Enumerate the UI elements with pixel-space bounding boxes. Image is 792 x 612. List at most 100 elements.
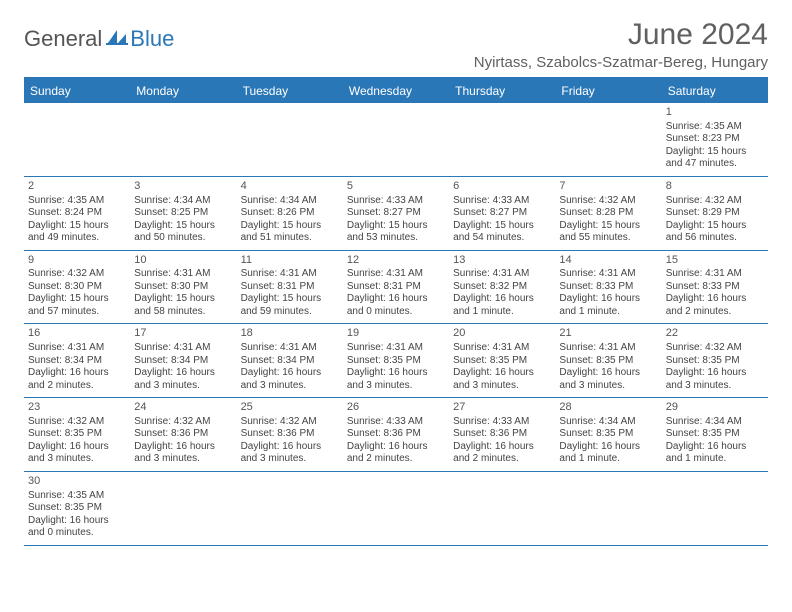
sunset-line: Sunset: 8:32 PM — [453, 281, 551, 294]
header: General Blue June 2024 Nyirtass, Szabolc… — [24, 18, 768, 71]
sunrise-line: Sunrise: 4:31 AM — [559, 342, 657, 355]
daylight-line: Daylight: 15 hours and 49 minutes. — [28, 220, 126, 245]
sunset-line: Sunset: 8:35 PM — [347, 355, 445, 368]
sunrise-line: Sunrise: 4:33 AM — [347, 195, 445, 208]
day-cell: 9Sunrise: 4:32 AMSunset: 8:30 PMDaylight… — [24, 251, 130, 324]
logo: General Blue — [24, 26, 174, 52]
sunrise-line: Sunrise: 4:34 AM — [241, 195, 339, 208]
day-cell: 24Sunrise: 4:32 AMSunset: 8:36 PMDayligh… — [130, 398, 236, 471]
day-header-cell: Sunday — [24, 79, 130, 103]
sunset-line: Sunset: 8:36 PM — [453, 428, 551, 441]
sunset-line: Sunset: 8:24 PM — [28, 207, 126, 220]
day-number: 23 — [28, 401, 126, 415]
daylight-line: Daylight: 16 hours and 2 minutes. — [347, 441, 445, 466]
day-cell: 27Sunrise: 4:33 AMSunset: 8:36 PMDayligh… — [449, 398, 555, 471]
sunset-line: Sunset: 8:35 PM — [559, 355, 657, 368]
day-number: 21 — [559, 327, 657, 341]
daylight-line: Daylight: 15 hours and 58 minutes. — [134, 293, 232, 318]
sunset-line: Sunset: 8:33 PM — [559, 281, 657, 294]
day-number: 14 — [559, 254, 657, 268]
daylight-line: Daylight: 16 hours and 3 minutes. — [347, 367, 445, 392]
title-block: June 2024 Nyirtass, Szabolcs-Szatmar-Ber… — [474, 18, 768, 71]
daylight-line: Daylight: 16 hours and 2 minutes. — [453, 441, 551, 466]
day-number: 2 — [28, 180, 126, 194]
sunset-line: Sunset: 8:23 PM — [666, 133, 764, 146]
sunset-line: Sunset: 8:27 PM — [347, 207, 445, 220]
day-number: 6 — [453, 180, 551, 194]
sunrise-line: Sunrise: 4:33 AM — [453, 195, 551, 208]
sunrise-line: Sunrise: 4:31 AM — [241, 268, 339, 281]
month-title: June 2024 — [474, 18, 768, 52]
sunrise-line: Sunrise: 4:32 AM — [28, 416, 126, 429]
day-number: 28 — [559, 401, 657, 415]
sunrise-line: Sunrise: 4:33 AM — [453, 416, 551, 429]
sunrise-line: Sunrise: 4:32 AM — [666, 342, 764, 355]
sunset-line: Sunset: 8:36 PM — [241, 428, 339, 441]
day-cell: 1Sunrise: 4:35 AMSunset: 8:23 PMDaylight… — [662, 103, 768, 176]
daylight-line: Daylight: 16 hours and 3 minutes. — [559, 367, 657, 392]
empty-cell — [237, 103, 343, 176]
day-number: 18 — [241, 327, 339, 341]
daylight-line: Daylight: 16 hours and 3 minutes. — [666, 367, 764, 392]
day-number: 25 — [241, 401, 339, 415]
sunrise-line: Sunrise: 4:32 AM — [559, 195, 657, 208]
sunset-line: Sunset: 8:35 PM — [28, 502, 126, 515]
day-number: 13 — [453, 254, 551, 268]
day-number: 24 — [134, 401, 232, 415]
day-cell: 11Sunrise: 4:31 AMSunset: 8:31 PMDayligh… — [237, 251, 343, 324]
sunrise-line: Sunrise: 4:31 AM — [453, 342, 551, 355]
sunset-line: Sunset: 8:27 PM — [453, 207, 551, 220]
sunrise-line: Sunrise: 4:32 AM — [666, 195, 764, 208]
sunrise-line: Sunrise: 4:31 AM — [28, 342, 126, 355]
day-cell: 12Sunrise: 4:31 AMSunset: 8:31 PMDayligh… — [343, 251, 449, 324]
day-number: 7 — [559, 180, 657, 194]
day-header-cell: Friday — [555, 79, 661, 103]
day-cell: 17Sunrise: 4:31 AMSunset: 8:34 PMDayligh… — [130, 324, 236, 397]
sunrise-line: Sunrise: 4:31 AM — [347, 342, 445, 355]
day-cell: 25Sunrise: 4:32 AMSunset: 8:36 PMDayligh… — [237, 398, 343, 471]
sunset-line: Sunset: 8:26 PM — [241, 207, 339, 220]
day-cell: 10Sunrise: 4:31 AMSunset: 8:30 PMDayligh… — [130, 251, 236, 324]
sunset-line: Sunset: 8:35 PM — [28, 428, 126, 441]
empty-cell — [449, 472, 555, 545]
sunset-line: Sunset: 8:31 PM — [347, 281, 445, 294]
daylight-line: Daylight: 16 hours and 2 minutes. — [666, 293, 764, 318]
day-cell: 22Sunrise: 4:32 AMSunset: 8:35 PMDayligh… — [662, 324, 768, 397]
sunset-line: Sunset: 8:28 PM — [559, 207, 657, 220]
daylight-line: Daylight: 16 hours and 0 minutes. — [28, 515, 126, 540]
day-number: 27 — [453, 401, 551, 415]
daylight-line: Daylight: 15 hours and 53 minutes. — [347, 220, 445, 245]
sunset-line: Sunset: 8:36 PM — [347, 428, 445, 441]
day-cell: 7Sunrise: 4:32 AMSunset: 8:28 PMDaylight… — [555, 177, 661, 250]
empty-cell — [130, 103, 236, 176]
day-cell: 2Sunrise: 4:35 AMSunset: 8:24 PMDaylight… — [24, 177, 130, 250]
daylight-line: Daylight: 16 hours and 1 minute. — [559, 293, 657, 318]
day-cell: 16Sunrise: 4:31 AMSunset: 8:34 PMDayligh… — [24, 324, 130, 397]
day-cell: 19Sunrise: 4:31 AMSunset: 8:35 PMDayligh… — [343, 324, 449, 397]
sunrise-line: Sunrise: 4:31 AM — [347, 268, 445, 281]
daylight-line: Daylight: 15 hours and 59 minutes. — [241, 293, 339, 318]
week-row: 1Sunrise: 4:35 AMSunset: 8:23 PMDaylight… — [24, 103, 768, 177]
sunset-line: Sunset: 8:31 PM — [241, 281, 339, 294]
sunrise-line: Sunrise: 4:31 AM — [453, 268, 551, 281]
location: Nyirtass, Szabolcs-Szatmar-Bereg, Hungar… — [474, 54, 768, 71]
logo-text-1: General — [24, 26, 102, 52]
day-number: 15 — [666, 254, 764, 268]
sunrise-line: Sunrise: 4:31 AM — [666, 268, 764, 281]
day-cell: 29Sunrise: 4:34 AMSunset: 8:35 PMDayligh… — [662, 398, 768, 471]
sunset-line: Sunset: 8:33 PM — [666, 281, 764, 294]
day-number: 11 — [241, 254, 339, 268]
day-header-cell: Wednesday — [343, 79, 449, 103]
sunset-line: Sunset: 8:29 PM — [666, 207, 764, 220]
sunrise-line: Sunrise: 4:31 AM — [559, 268, 657, 281]
daylight-line: Daylight: 16 hours and 0 minutes. — [347, 293, 445, 318]
day-cell: 30Sunrise: 4:35 AMSunset: 8:35 PMDayligh… — [24, 472, 130, 545]
sunrise-line: Sunrise: 4:32 AM — [134, 416, 232, 429]
daylight-line: Daylight: 15 hours and 47 minutes. — [666, 146, 764, 171]
sunset-line: Sunset: 8:36 PM — [134, 428, 232, 441]
day-number: 22 — [666, 327, 764, 341]
day-header-cell: Monday — [130, 79, 236, 103]
daylight-line: Daylight: 15 hours and 51 minutes. — [241, 220, 339, 245]
empty-cell — [237, 472, 343, 545]
sunrise-line: Sunrise: 4:31 AM — [134, 268, 232, 281]
